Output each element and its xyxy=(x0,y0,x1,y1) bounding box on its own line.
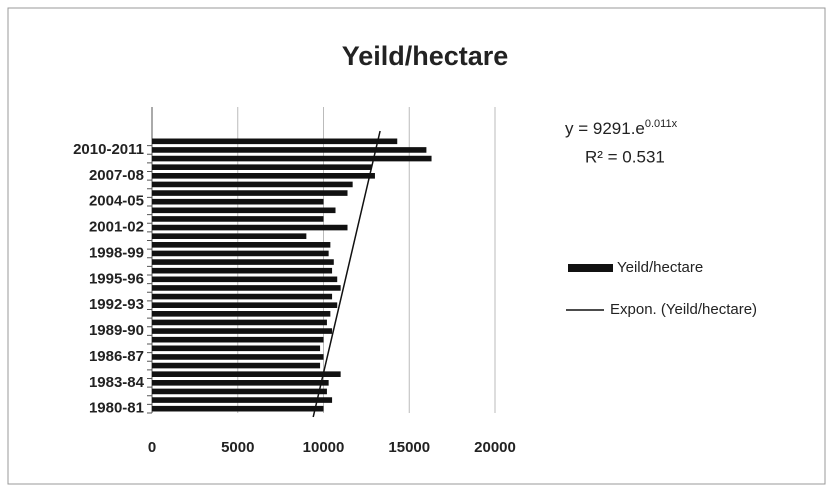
bar xyxy=(152,397,333,403)
bar xyxy=(152,259,334,265)
x-tick-label: 20000 xyxy=(474,439,516,456)
legend-label: Expon. (Yeild/hectare) xyxy=(610,301,757,318)
bar xyxy=(152,336,324,343)
bar xyxy=(152,354,324,360)
bar xyxy=(152,276,338,283)
bar xyxy=(152,380,329,386)
bar xyxy=(152,164,372,170)
x-tick-label: 10000 xyxy=(303,439,345,456)
bar xyxy=(152,371,341,377)
x-tick-label: 5000 xyxy=(221,439,254,456)
legend-label: Yeild/hectare xyxy=(617,259,703,276)
bar xyxy=(152,233,307,239)
bar xyxy=(152,147,427,153)
y-tick-label: 1980-81 xyxy=(89,400,144,417)
bar xyxy=(152,319,327,326)
bar xyxy=(152,362,321,369)
bar xyxy=(152,138,398,145)
chart-title: Yeild/hectare xyxy=(342,41,509,71)
bar xyxy=(152,216,324,222)
y-tick-label: 2007-08 xyxy=(89,167,144,184)
bar xyxy=(152,311,331,317)
y-tick-label: 1983-84 xyxy=(89,374,145,391)
bar xyxy=(152,181,353,188)
y-tick-label: 2010-2011 xyxy=(73,141,144,158)
bar xyxy=(152,198,324,205)
y-tick-label: 2001-02 xyxy=(89,219,144,236)
bar xyxy=(152,207,336,214)
chart-frame xyxy=(7,7,826,485)
x-tick-label: 0 xyxy=(148,439,156,456)
bar xyxy=(152,285,341,291)
trendline xyxy=(312,130,381,418)
r-squared: R² = 0.531 xyxy=(585,147,665,166)
bar xyxy=(152,405,324,412)
bar xyxy=(152,267,333,274)
bar xyxy=(152,173,375,179)
bar xyxy=(152,328,333,334)
bar xyxy=(152,345,321,352)
bar xyxy=(152,155,432,162)
bar xyxy=(152,190,348,196)
bar xyxy=(152,242,331,248)
x-tick-label: 15000 xyxy=(388,439,430,456)
equation-base: y = 9291.e xyxy=(565,119,645,138)
y-tick-label: 2004-05 xyxy=(89,193,144,210)
y-tick-label: 1998-99 xyxy=(89,244,144,261)
bar xyxy=(152,388,327,395)
legend-swatch xyxy=(568,264,613,272)
y-tick-label: 1992-93 xyxy=(89,296,144,313)
bar xyxy=(152,302,338,308)
y-tick-label: 1986-87 xyxy=(89,348,144,365)
bar xyxy=(152,293,333,300)
bar xyxy=(152,224,348,231)
y-tick-label: 1995-96 xyxy=(89,270,144,287)
y-tick-label: 1989-90 xyxy=(89,322,144,339)
equation: y = 9291.e0.011x xyxy=(565,118,678,139)
equation-exponent: 0.011x xyxy=(645,118,678,130)
bar xyxy=(152,250,329,257)
